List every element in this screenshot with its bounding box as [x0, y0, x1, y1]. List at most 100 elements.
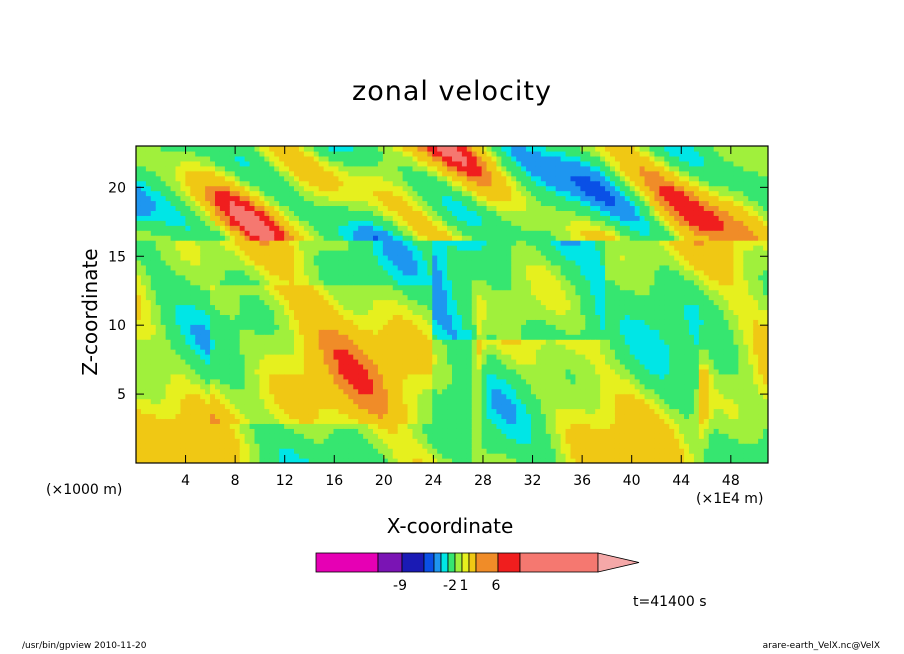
field-cell: [239, 334, 246, 340]
field-cell: [442, 269, 448, 276]
field-cell: [491, 240, 498, 246]
field-cell: [328, 215, 335, 221]
field-cell: [210, 269, 216, 276]
field-cell: [170, 329, 177, 335]
field-cell: [259, 240, 265, 246]
field-cell: [190, 373, 196, 380]
field-cell: [382, 363, 389, 370]
field-cell: [284, 309, 290, 315]
field-cell: [516, 155, 522, 162]
field-cell: [516, 175, 522, 182]
field-cell: [452, 398, 458, 405]
field-cell: [456, 448, 463, 454]
field-cell: [387, 388, 394, 395]
field-cell: [377, 269, 384, 276]
field-cell: [417, 259, 423, 266]
field-cell: [264, 403, 270, 410]
field-cell: [234, 314, 241, 320]
field-cell: [244, 373, 251, 380]
field-cell: [224, 368, 231, 375]
field-cell: [363, 170, 369, 177]
field-cell: [348, 245, 354, 251]
field-cell: [308, 433, 315, 439]
field-cell: [136, 388, 142, 395]
field-cell: [397, 279, 404, 286]
field-cell: [313, 344, 320, 350]
field-cell: [511, 155, 517, 162]
field-cell: [145, 319, 152, 325]
field-cell: [145, 438, 152, 444]
field-cell: [363, 165, 369, 172]
field-cell: [348, 250, 354, 256]
field-cell: [274, 433, 280, 439]
field-cell: [373, 334, 379, 340]
field-cell: [180, 304, 186, 311]
field-cell: [140, 215, 147, 221]
field-cell: [333, 220, 340, 226]
field-cell: [160, 190, 167, 197]
field-cell: [466, 289, 473, 296]
field-cell: [229, 230, 236, 236]
field-cell: [387, 453, 394, 459]
field-cell: [506, 448, 512, 454]
field-cell: [298, 368, 305, 375]
field-cell: [150, 428, 157, 434]
field-cell: [363, 225, 369, 231]
field-cell: [165, 155, 172, 162]
field-cell: [160, 354, 167, 360]
field-cell: [471, 319, 478, 325]
field-cell: [382, 245, 389, 251]
field-cell: [417, 363, 423, 370]
field-cell: [205, 433, 211, 439]
field-cell: [215, 200, 221, 207]
field-cell: [185, 230, 191, 236]
field-cell: [402, 240, 409, 246]
field-cell: [165, 314, 172, 320]
field-cell: [427, 368, 433, 375]
field-cell: [402, 363, 409, 370]
field-cell: [471, 235, 478, 241]
field-cell: [170, 408, 177, 415]
field-cell: [180, 160, 186, 167]
field-cell: [427, 245, 433, 251]
field-cell: [313, 373, 320, 380]
field-cell: [397, 403, 404, 410]
field-cell: [200, 284, 206, 291]
field-cell: [471, 299, 478, 306]
field-cell: [249, 403, 256, 410]
field-cell: [205, 269, 211, 276]
field-cell: [234, 210, 241, 216]
field-cell: [160, 264, 167, 271]
field-cell: [452, 146, 458, 152]
field-cell: [382, 314, 389, 320]
field-cell: [471, 220, 478, 226]
field-cell: [422, 398, 428, 405]
field-cell: [417, 309, 423, 315]
field-cell: [303, 314, 310, 320]
field-cell: [136, 205, 142, 211]
field-cell: [259, 170, 265, 177]
field-cell: [412, 383, 419, 390]
field-cell: [190, 210, 196, 216]
field-cell: [136, 225, 142, 231]
field-cell: [175, 433, 182, 439]
field-cell: [160, 428, 167, 434]
field-cell: [170, 319, 177, 325]
field-cell: [506, 205, 512, 211]
field-cell: [461, 146, 468, 152]
field-cell: [269, 175, 275, 182]
field-cell: [234, 294, 241, 301]
field-cell: [437, 368, 443, 375]
field-cell: [328, 180, 335, 187]
field-cell: [456, 220, 463, 226]
field-cell: [348, 220, 354, 226]
field-cell: [145, 433, 152, 439]
field-cell: [279, 175, 285, 182]
field-cell: [165, 225, 172, 231]
field-cell: [185, 289, 191, 296]
field-cell: [145, 190, 152, 197]
field-cell: [205, 398, 211, 405]
field-cell: [461, 408, 468, 415]
field-cell: [447, 146, 453, 152]
field-cell: [259, 279, 265, 286]
